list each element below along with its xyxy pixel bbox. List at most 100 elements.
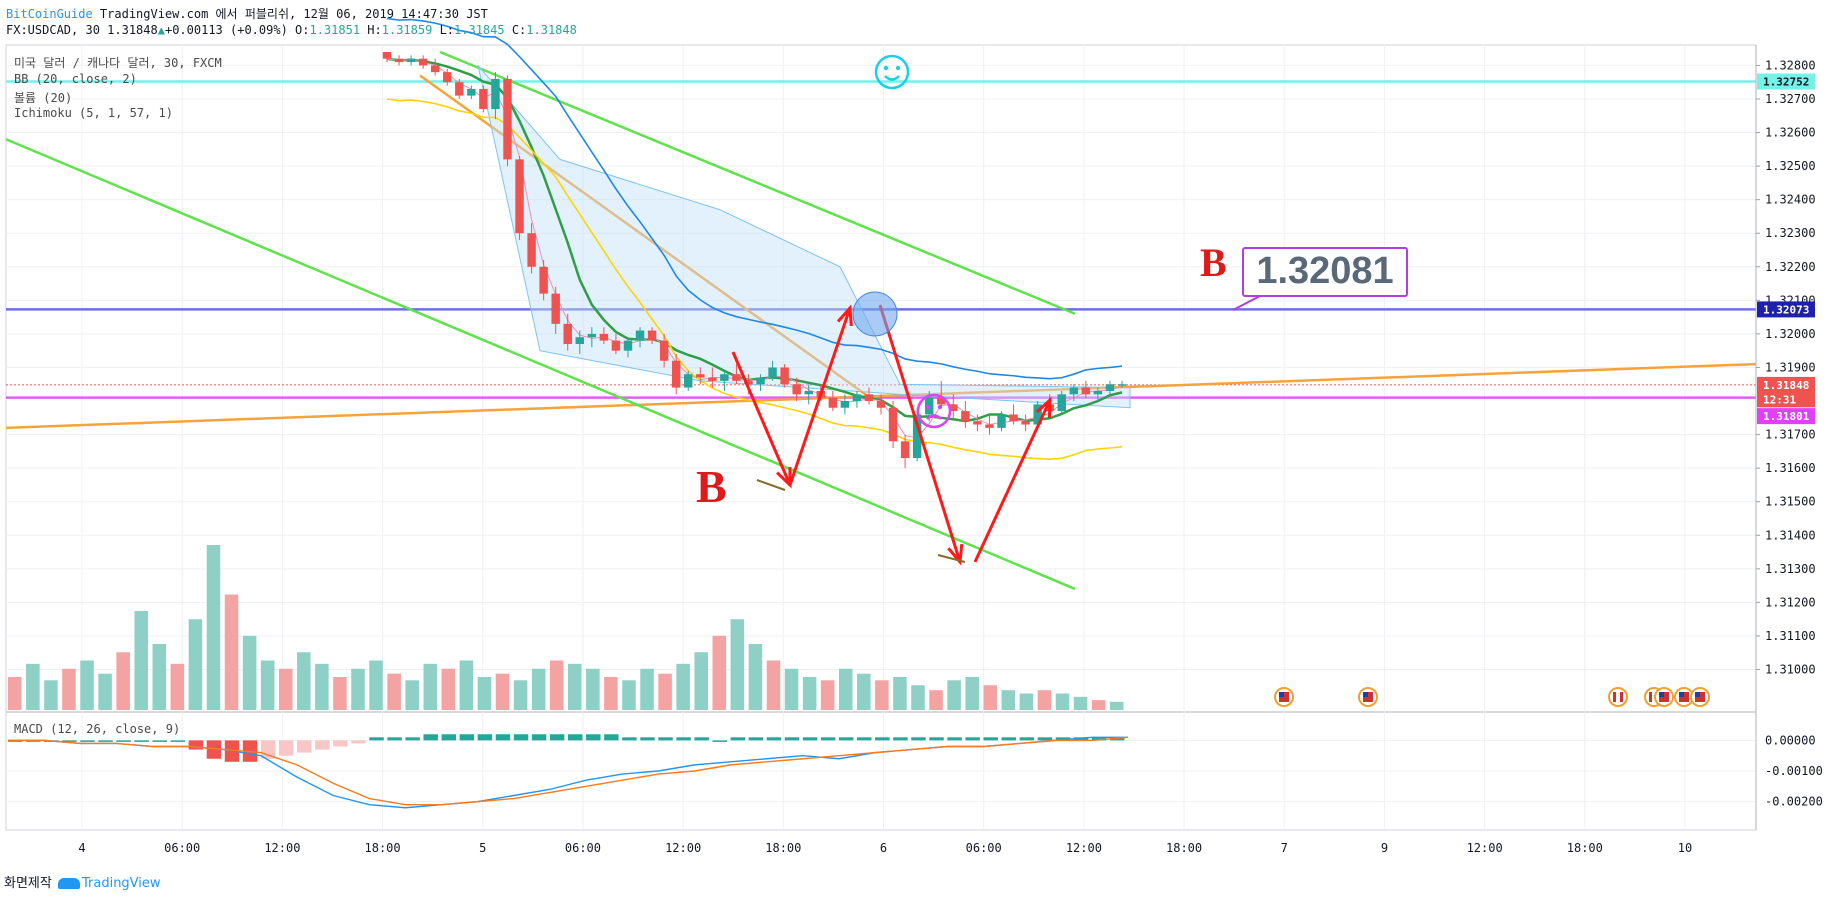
candle-body bbox=[382, 52, 392, 59]
us-flag-icon[interactable] bbox=[1358, 687, 1378, 707]
drawings-front bbox=[731, 54, 1261, 566]
price-axis-label: 1.32073 bbox=[1757, 301, 1815, 318]
legend-title[interactable]: 미국 달러 / 캐나다 달러, 30, FXCM bbox=[14, 56, 222, 70]
candle-body bbox=[768, 367, 777, 378]
volume-bar bbox=[676, 663, 690, 710]
price-axis-label-text: 1.32073 bbox=[1763, 303, 1809, 316]
us-flag-icon[interactable] bbox=[1274, 687, 1294, 707]
volume-bar bbox=[766, 660, 781, 710]
volume-bar bbox=[929, 690, 943, 710]
candle-body bbox=[828, 397, 838, 408]
us-flag-icon[interactable] bbox=[1654, 687, 1674, 707]
macd-tick-label: -0.00100 bbox=[1765, 764, 1823, 778]
volume-bar bbox=[387, 673, 401, 710]
price-tick-label: 1.31900 bbox=[1765, 360, 1816, 374]
volume-bar bbox=[206, 545, 221, 710]
event-icons[interactable] bbox=[1274, 687, 1710, 707]
price-tick-label: 1.31400 bbox=[1765, 528, 1816, 542]
price-tick-label: 1.32300 bbox=[1765, 226, 1816, 240]
candle-body bbox=[467, 88, 476, 96]
price-tick-label: 1.31300 bbox=[1765, 562, 1816, 576]
volume-bar bbox=[586, 668, 600, 710]
macd-hist-bar bbox=[206, 740, 222, 759]
time-tick-label: 10 bbox=[1678, 841, 1692, 855]
candle-body bbox=[563, 323, 572, 344]
macd-hist-bar bbox=[260, 740, 276, 759]
macd-hist-bar bbox=[1055, 737, 1071, 741]
volume-bar bbox=[333, 677, 347, 710]
macd-signal-line bbox=[8, 736, 1129, 806]
legend-ichimoku[interactable]: Ichimoku (5, 1, 57, 1) bbox=[14, 106, 173, 120]
candle-body bbox=[635, 330, 645, 341]
volume-bar bbox=[820, 680, 835, 710]
macd-hist-bar bbox=[116, 740, 131, 742]
volume-bar bbox=[441, 668, 456, 710]
price-tick-label: 1.32800 bbox=[1765, 58, 1816, 72]
macd-hist-bar bbox=[622, 737, 637, 741]
price-axis-label: 1.31848 bbox=[1757, 376, 1815, 393]
volume-bar bbox=[513, 680, 528, 710]
macd-hist-bar bbox=[369, 737, 384, 741]
volume-bar bbox=[694, 652, 708, 710]
flag-canton bbox=[1659, 692, 1664, 697]
macd-hist-bar bbox=[694, 737, 709, 741]
volume-bar bbox=[98, 673, 112, 710]
candle-body bbox=[1009, 414, 1018, 422]
volume-bar bbox=[495, 673, 510, 710]
macd-hist-bar bbox=[62, 740, 77, 742]
candle-body bbox=[708, 377, 717, 381]
volume-bar bbox=[134, 611, 148, 710]
macd-hist-bar bbox=[351, 740, 366, 744]
macd-hist-bar bbox=[568, 734, 583, 741]
b-letter-2: B bbox=[696, 461, 727, 512]
tradingview-link[interactable]: TradingView bbox=[81, 876, 161, 891]
red-arrow-up-1 bbox=[788, 307, 852, 486]
price-tick-label: 1.31100 bbox=[1765, 629, 1816, 643]
volume-bar bbox=[423, 663, 438, 710]
candle-body bbox=[587, 333, 597, 338]
candle-body bbox=[864, 394, 874, 402]
us-flag-icon[interactable] bbox=[1690, 687, 1710, 707]
time-tick-label: 5 bbox=[479, 841, 486, 855]
candle-body bbox=[961, 411, 970, 422]
legend-bb[interactable]: BB (20, close, 2) bbox=[14, 72, 137, 86]
price-tick-label: 1.31200 bbox=[1765, 595, 1816, 609]
candle-body bbox=[647, 330, 657, 341]
macd-hist-bar bbox=[459, 734, 475, 741]
volume-bar bbox=[622, 680, 636, 710]
price-tick-label: 1.32500 bbox=[1765, 159, 1816, 173]
time-tick-label: 12:00 bbox=[1066, 841, 1102, 855]
macd-hist-bar bbox=[838, 737, 854, 741]
macd-hist-bar bbox=[857, 737, 872, 741]
up-triangle-icon: ▲ bbox=[157, 23, 165, 37]
brand-link[interactable]: BitCoinGuide bbox=[6, 7, 93, 21]
candle-body bbox=[1117, 384, 1127, 386]
flag-canton bbox=[1279, 692, 1284, 697]
flag-bar bbox=[1649, 692, 1652, 702]
volume-bar bbox=[1073, 696, 1088, 710]
annotations: B B 1.32081 bbox=[696, 240, 1408, 512]
volume-bar bbox=[893, 677, 907, 710]
price-axis-label-text: 12:31 bbox=[1763, 393, 1796, 406]
ca-flag-icon[interactable] bbox=[1608, 687, 1628, 707]
candle-body bbox=[1093, 390, 1103, 395]
volume-bar bbox=[44, 680, 58, 710]
change-value: +0.00113 (+0.09%) bbox=[164, 23, 288, 37]
candles bbox=[382, 52, 1127, 469]
time-tick-label: 18:00 bbox=[1166, 841, 1202, 855]
volume-bars bbox=[8, 545, 1124, 710]
volume-bar bbox=[1019, 693, 1034, 710]
candle-body bbox=[1105, 384, 1115, 391]
macd-hist-bar bbox=[297, 740, 312, 753]
volume-bar bbox=[369, 660, 383, 710]
close-value: 1.31848 bbox=[526, 23, 577, 37]
candle-body bbox=[732, 374, 741, 381]
legend-macd[interactable]: MACD (12, 26, close, 9) bbox=[14, 722, 181, 736]
red-arrow-down-1 bbox=[731, 351, 792, 486]
time-tick-label: 18:00 bbox=[765, 841, 801, 855]
volume-bar bbox=[640, 668, 654, 710]
macd-hist-bar bbox=[802, 737, 818, 741]
volume-bar bbox=[802, 677, 817, 710]
legend-volume[interactable]: 볼륨 (20) bbox=[14, 91, 73, 105]
